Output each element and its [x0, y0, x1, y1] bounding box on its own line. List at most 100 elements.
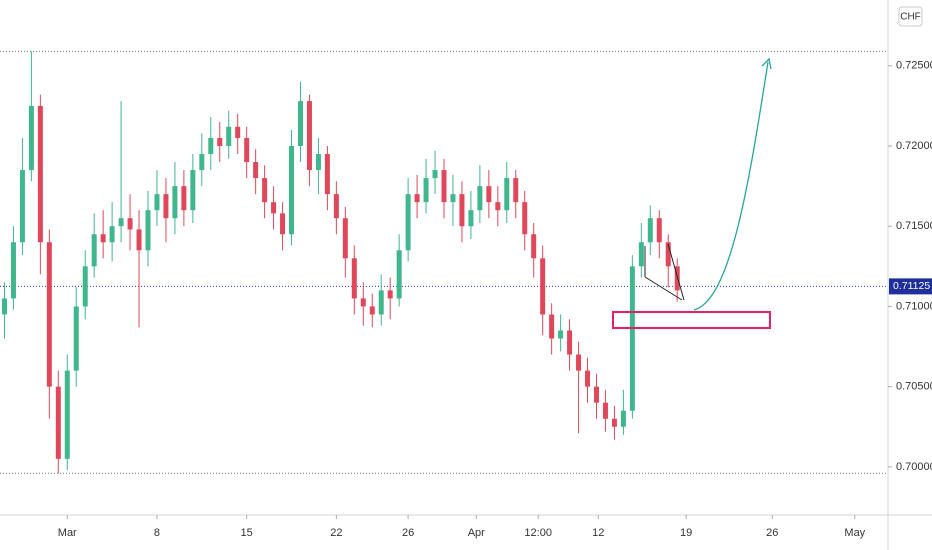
candle-body — [593, 386, 599, 403]
candle-body — [37, 105, 43, 243]
candle-body — [100, 234, 106, 243]
zone-rectangle — [612, 311, 771, 329]
candle-body — [396, 250, 402, 299]
candle-body — [459, 194, 465, 227]
candle-body — [333, 194, 339, 219]
candle-body — [208, 137, 214, 155]
candle-body — [486, 186, 492, 203]
candle-body — [235, 126, 241, 138]
candle-body — [665, 242, 671, 267]
candle-body — [118, 218, 124, 227]
candle-body — [441, 170, 447, 203]
candle-body — [450, 194, 456, 203]
y-tick-label: 0.70500 — [896, 381, 932, 393]
y-tick-label: 0.71500 — [896, 220, 932, 232]
last-price-label: 0.71125 — [893, 280, 930, 292]
x-tick-label: 15 — [241, 527, 253, 539]
candle-body — [423, 178, 429, 203]
x-tick-label: 12 — [592, 527, 604, 539]
drawings — [612, 57, 772, 329]
pattern-line — [667, 243, 685, 301]
candle-body — [181, 186, 187, 211]
currency-box[interactable] — [898, 6, 923, 27]
candle-body — [369, 306, 375, 315]
candle-body — [91, 234, 97, 267]
candle-body — [647, 218, 653, 243]
x-tick-label: Apr — [468, 527, 485, 539]
candle-body — [620, 410, 626, 427]
candle-body — [127, 218, 133, 230]
candle-body — [82, 266, 88, 307]
candle-body — [271, 202, 277, 214]
candle-body — [674, 266, 680, 291]
candle-body — [297, 101, 303, 146]
candle-body — [28, 105, 34, 171]
candle-body — [477, 186, 483, 211]
candle-body — [1, 298, 7, 315]
candle-body — [306, 101, 312, 171]
x-tick-label: 12:00 — [524, 527, 552, 539]
x-tick-label: 8 — [154, 527, 160, 539]
candle-body — [414, 194, 420, 203]
x-tick-label: 26 — [766, 527, 778, 539]
candle-body — [190, 170, 196, 211]
x-tick-label: May — [844, 527, 865, 539]
candle-body — [289, 145, 295, 235]
candle-body — [244, 137, 250, 163]
y-tick-label: 0.72000 — [896, 140, 932, 152]
candle-body — [136, 229, 142, 251]
candle-body — [567, 330, 573, 355]
candle-body — [324, 154, 330, 195]
candle-body — [602, 402, 608, 419]
candle-body — [558, 330, 564, 339]
y-tick-label: 0.72500 — [896, 60, 932, 72]
candle-body — [531, 234, 537, 259]
candle-body — [154, 194, 160, 211]
candle-body — [378, 290, 384, 315]
candle-body — [513, 178, 519, 203]
pattern-line — [644, 276, 683, 301]
candle-body — [73, 306, 79, 371]
candle-body — [342, 218, 348, 259]
candle-body — [280, 213, 286, 235]
candle-body — [46, 242, 52, 387]
candle-body — [163, 194, 169, 219]
candle-body — [522, 202, 528, 235]
candle-body — [253, 162, 259, 179]
candle-body — [360, 298, 366, 307]
candle-body — [262, 178, 268, 203]
candle-body — [55, 386, 61, 459]
x-tick-label: 26 — [402, 527, 414, 539]
candle-body — [226, 126, 232, 146]
candle-body — [405, 194, 411, 251]
candle-body — [64, 370, 70, 459]
currency-label: CHF — [900, 12, 921, 23]
candle-body — [145, 210, 151, 251]
x-tick-label: Mar — [58, 527, 77, 539]
candle-body — [576, 354, 582, 371]
candle-body — [432, 170, 438, 179]
x-tick-label: 22 — [330, 527, 342, 539]
candle-body — [585, 370, 591, 387]
candle-body — [656, 218, 662, 243]
candle-body — [611, 418, 617, 427]
y-tick-label: 0.70000 — [896, 461, 932, 473]
candle-body — [638, 242, 644, 267]
candle-body — [629, 266, 635, 411]
candle-body — [10, 242, 16, 299]
candle-body — [217, 137, 223, 146]
candle-body — [172, 186, 178, 219]
candle-body — [19, 170, 25, 243]
candle-body — [315, 154, 321, 171]
last-price-box — [889, 278, 932, 295]
plot-area — [0, 50, 888, 474]
candle-body — [504, 178, 510, 211]
candle-body — [199, 154, 205, 171]
x-tick-label: 19 — [680, 527, 692, 539]
candle-body — [351, 258, 357, 299]
candle-body — [495, 202, 501, 211]
candle-body — [549, 314, 555, 339]
candle-body — [109, 226, 115, 243]
